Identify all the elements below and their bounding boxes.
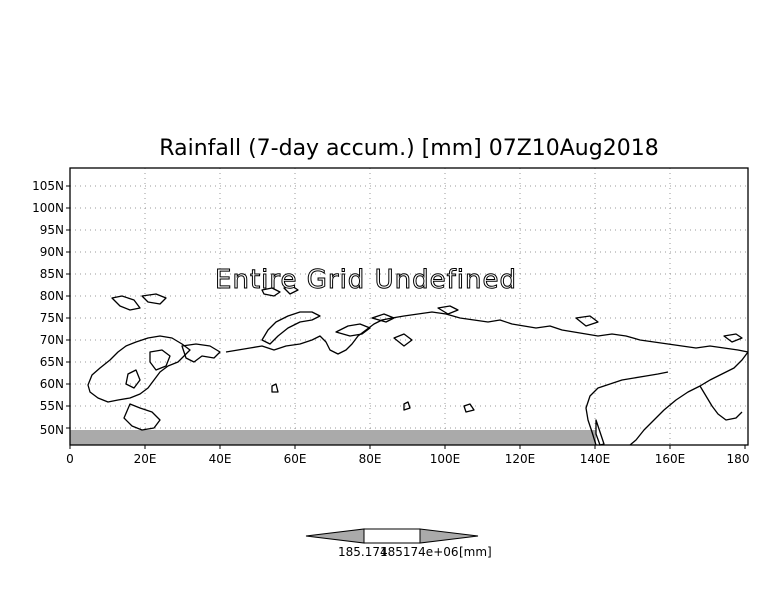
lat-label: 65N — [40, 355, 64, 369]
colorbar-value-label-2: 185174e+06 — [380, 545, 459, 559]
lon-label: 80E — [359, 452, 382, 466]
map-title: Rainfall (7-day accum.) [mm] 07Z10Aug201… — [159, 136, 658, 161]
map-frame — [69, 167, 749, 446]
lat-label: 55N — [40, 399, 64, 413]
colorbar: 185.174 185174e+06 [mm] — [305, 528, 492, 559]
lat-label: 75N — [40, 311, 64, 325]
lon-label: 100E — [430, 452, 461, 466]
lon-gridlines — [144, 168, 671, 445]
lat-label: 100N — [32, 201, 64, 215]
masked-data-band — [70, 430, 596, 445]
colorbar-unit-label: [mm] — [459, 545, 492, 559]
lon-label: 160E — [655, 452, 686, 466]
lat-label: 70N — [40, 333, 64, 347]
colorbar-value-label: 185.174 — [338, 545, 388, 559]
colorbar-right-arrow — [419, 528, 479, 544]
lat-label: 90N — [40, 245, 64, 259]
map-frame-bg — [70, 168, 748, 445]
lat-tick-labels: 105N 100N 95N 90N 85N 80N 75N 70N 65N 60… — [32, 179, 64, 437]
lon-tick-marks — [69, 445, 746, 449]
coastlines — [87, 285, 749, 446]
colorbar-left-arrow — [305, 528, 365, 544]
lon-label: 0 — [66, 452, 74, 466]
lon-label: 20E — [134, 452, 157, 466]
lat-label: 50N — [40, 423, 64, 437]
lat-label: 60N — [40, 377, 64, 391]
lat-label: 80N — [40, 289, 64, 303]
lon-label: 120E — [505, 452, 536, 466]
undefined-grid-message: Entire Grid Undefined — [215, 265, 517, 295]
lon-label: 180 — [727, 452, 750, 466]
lon-label: 60E — [284, 452, 307, 466]
lat-gridlines — [70, 185, 748, 429]
lon-label: 140E — [580, 452, 611, 466]
lon-label: 40E — [209, 452, 232, 466]
lon-tick-labels: 0 20E 40E 60E 80E 100E 120E 140E 160E 18… — [66, 452, 749, 466]
colorbar-box — [363, 528, 421, 544]
lat-label: 85N — [40, 267, 64, 281]
lat-tick-marks — [66, 185, 70, 429]
lat-label: 95N — [40, 223, 64, 237]
lat-label: 105N — [32, 179, 64, 193]
